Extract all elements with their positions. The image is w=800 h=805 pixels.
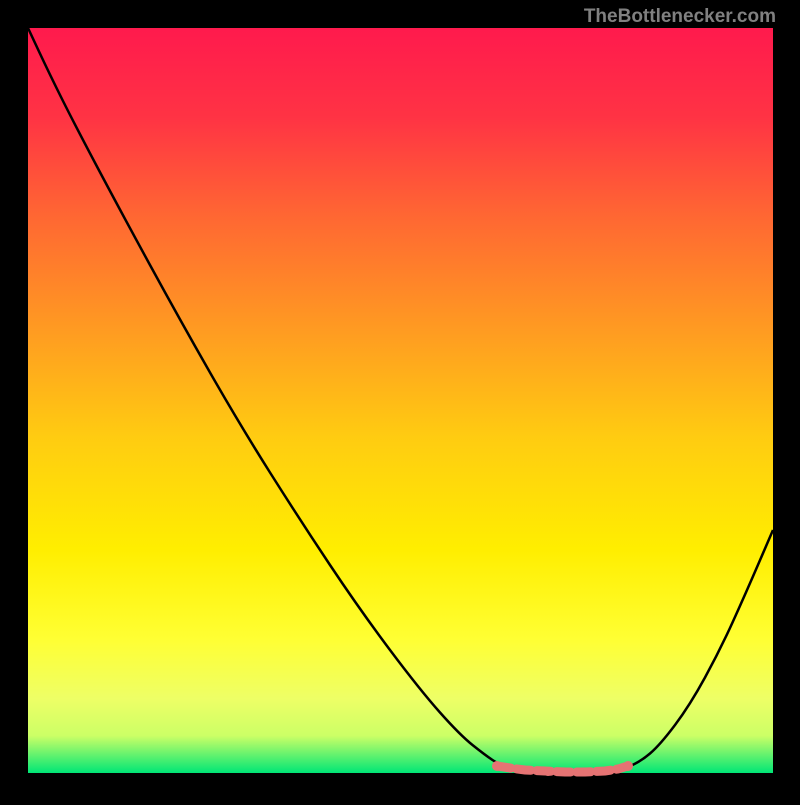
marker-dot [623, 761, 633, 771]
marker-dot [492, 761, 502, 771]
marker-dot [576, 768, 584, 776]
plot-background [28, 28, 773, 773]
bottleneck-chart: TheBottlenecker.com [0, 0, 800, 800]
marker-dot [544, 768, 552, 776]
chart-svg [0, 0, 800, 800]
watermark-text: TheBottlenecker.com [584, 6, 776, 28]
